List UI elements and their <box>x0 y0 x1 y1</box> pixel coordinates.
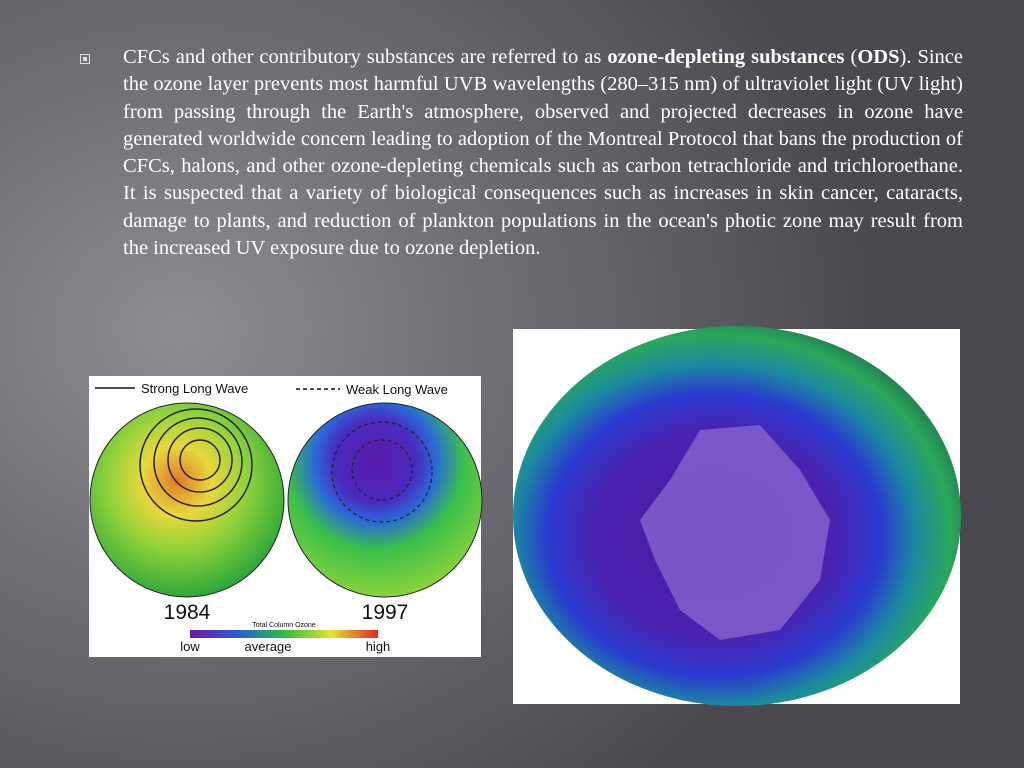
globe-1984 <box>89 402 285 598</box>
contours <box>139 408 253 522</box>
text-segment: ( <box>844 46 858 68</box>
colorbar-label: high <box>366 639 391 654</box>
colorbar-label: average <box>245 639 292 654</box>
bullet <box>80 54 90 64</box>
legend-label: Weak Long Wave <box>346 382 448 397</box>
contours <box>331 421 433 523</box>
year-label: 1997 <box>362 601 409 624</box>
colorbar-label: low <box>180 639 200 654</box>
legend-label: Strong Long Wave <box>141 381 248 396</box>
colorbar-title: Total Column Ozone <box>252 622 316 629</box>
colorbar <box>190 630 378 638</box>
text-segment: ODS <box>857 46 900 68</box>
text-segment: CFCs and other contributory substances a… <box>123 46 608 68</box>
antarctica <box>640 425 830 640</box>
paragraph: CFCs and other contributory substances a… <box>123 44 963 262</box>
text-segment: ). Since the ozone layer prevents most h… <box>123 46 963 260</box>
year-label: 1984 <box>164 601 211 624</box>
text-segment: ozone-depleting substances <box>607 46 845 68</box>
